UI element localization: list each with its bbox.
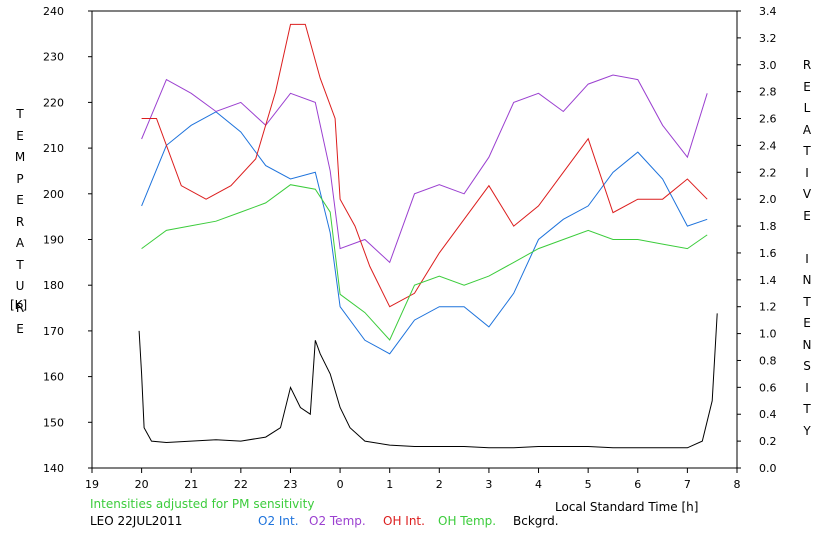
axes: 19 20 21 22 23 0 1 2 3 4 5 6 7 8140150160170180190200… (43, 5, 777, 491)
axis-title-letter: S (803, 359, 811, 373)
x-tick-label: 22 (234, 478, 248, 491)
axis-title-letter: R (15, 214, 25, 229)
axis-title-letter: E (16, 193, 24, 207)
axis-title-letter: M (14, 150, 26, 164)
station-date: LEO 22JUL2011 (90, 514, 183, 528)
y-right-tick-label: 3.0 (759, 59, 777, 72)
y-left-tick-label: 210 (43, 142, 64, 155)
y-left-tick-label: 220 (43, 96, 64, 109)
y-right-tick-label: 2.0 (759, 193, 777, 206)
axis-title-letter: A (802, 122, 812, 137)
y-right-tick-label: 3.2 (759, 32, 777, 45)
y-left-tick-label: 150 (43, 416, 64, 429)
axis-title-letter: R (802, 58, 812, 72)
series-line-bckgrd (138, 313, 718, 449)
y-right-tick-label: 2.2 (759, 166, 777, 179)
y-right-tick-label: 1.6 (759, 247, 777, 260)
axis-title-letter: I (805, 251, 809, 266)
axis-title-letter: E (803, 316, 811, 330)
x-tick-label: 0 (337, 478, 344, 491)
sensitivity-note: Intensities adjusted for PM sensitivity (90, 497, 315, 511)
series-layer (138, 23, 718, 449)
x-tick-label: 3 (485, 478, 492, 491)
x-tick-label: 20 (135, 478, 149, 491)
x-tick-label: 1 (386, 478, 393, 491)
x-tick-label: 7 (684, 478, 691, 491)
y-left-tick-label: 190 (43, 234, 64, 247)
legend-entry-oh-temp: OH Temp. (438, 514, 497, 528)
axis-title-letter: P (16, 171, 24, 186)
y-right-tick-label: 1.8 (759, 220, 777, 233)
legend-entry-o2-temp: O2 Temp. (309, 514, 366, 528)
y-right-tick-label: 0.0 (759, 462, 777, 475)
x-tick-label: 2 (436, 478, 443, 491)
x-tick-label: 4 (535, 478, 542, 491)
x-tick-label: 5 (585, 478, 592, 491)
y-right-tick-label: 1.2 (759, 301, 777, 314)
legend-entry-bckgrd: Bckgrd. (513, 514, 559, 528)
axis-title-letter: E (803, 79, 811, 94)
axis-title-letter: I (805, 165, 809, 180)
x-tick-label: 6 (634, 478, 641, 491)
axis-title-letter: I (805, 380, 809, 395)
y-left-tick-label: 240 (43, 5, 64, 18)
axis-title-letter: T (803, 144, 811, 158)
x-tick-label: 19 (85, 478, 99, 491)
axis-title-letter: N (802, 337, 812, 352)
axis-title-letter: T (16, 107, 24, 121)
y-left-tick-label: 140 (43, 462, 64, 475)
series-line-oh-int (141, 23, 708, 308)
x-axis-title: Local Standard Time [h] (555, 500, 699, 514)
axis-title-letter: U (15, 279, 25, 293)
y-right-tick-label: 0.2 (759, 435, 777, 448)
y-left-tick-label: 160 (43, 371, 64, 384)
y-right-tick-label: 1.0 (759, 328, 777, 341)
axis-title-letter (799, 227, 815, 249)
x-tick-label: 21 (184, 478, 198, 491)
y-right-tick-label: 0.4 (759, 408, 777, 421)
y-right-tick-label: 2.8 (759, 86, 777, 99)
axis-title-letter: A (15, 236, 25, 250)
axis-title-letter: N (802, 273, 812, 287)
axis-title-letter: Y (803, 423, 811, 438)
legend-entry-o2-int: O2 Int. (258, 514, 299, 528)
y-left-tick-label: 230 (43, 51, 64, 64)
x-tick-label: 23 (283, 478, 297, 491)
y-right-tick-label: 1.4 (759, 274, 777, 287)
legend-entry-oh-int: OH Int. (383, 514, 425, 528)
y-right-tick-label: 0.8 (759, 354, 777, 367)
axis-title-letter: T (16, 257, 24, 272)
y-left-tick-label: 180 (43, 279, 64, 292)
y-right-tick-label: 2.4 (759, 139, 777, 152)
y-right-tick-label: 0.6 (759, 381, 777, 394)
axis-title-letter: R (15, 300, 25, 315)
y-right-tick-label: 3.4 (759, 5, 777, 18)
axis-title-letter: T (803, 294, 811, 309)
x-tick-label: 8 (734, 478, 741, 491)
y-right-tick-label: 2.6 (759, 113, 777, 126)
axis-title-letter: E (16, 322, 24, 336)
y-axis-left-unit: [K] (10, 298, 28, 312)
series-line-oh-temp (141, 184, 708, 341)
axis-title-letter: T (803, 402, 811, 416)
axis-title-letter: L (803, 101, 811, 115)
axis-title-letter: V (802, 187, 812, 201)
y-left-tick-label: 200 (43, 188, 64, 201)
axis-title-letter: E (803, 208, 811, 223)
y-left-tick-label: 170 (43, 325, 64, 338)
series-line-o2-int (141, 111, 708, 355)
axis-title-letter: E (16, 128, 24, 143)
series-line-o2-temp (141, 74, 708, 264)
